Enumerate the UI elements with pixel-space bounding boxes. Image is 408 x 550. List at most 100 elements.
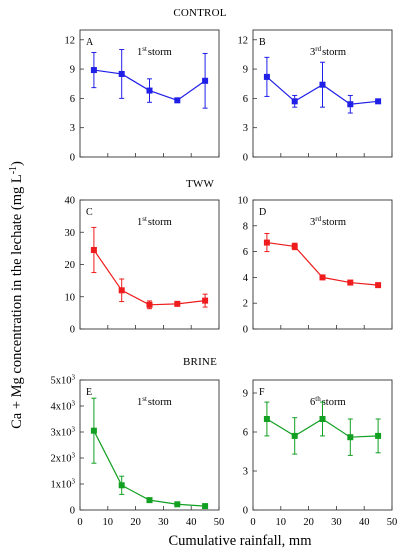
panel-letter: D <box>259 207 266 218</box>
y-tick-label-text: 6 <box>243 247 248 258</box>
y-tick-label: 2 <box>243 299 248 310</box>
data-point <box>375 282 382 289</box>
storm-ordinal: st <box>142 395 147 403</box>
x-tick-label: 10 <box>276 517 287 528</box>
y-tick-label-text: 0 <box>243 153 248 164</box>
y-tick-label-text: 0 <box>70 506 75 517</box>
y-tick-label-text: 5x10 <box>51 376 72 387</box>
y-tick-label: 4x103 <box>51 400 76 413</box>
storm-word: storm <box>322 47 346 58</box>
y-tick-label: 0 <box>243 325 248 336</box>
y-tick-label: 6 <box>243 428 248 439</box>
y-tick-label-text: 10 <box>238 196 249 207</box>
y-tick-label-text: 12 <box>238 35 249 46</box>
data-point <box>291 243 298 250</box>
data-point <box>90 427 97 434</box>
data-point <box>347 279 354 286</box>
section-title-tww: TWW <box>186 178 215 190</box>
storm-word: storm <box>322 217 346 228</box>
storm-number: 6 <box>310 397 315 408</box>
y-tick-label-text: 3x10 <box>51 428 72 439</box>
data-point <box>118 287 125 294</box>
data-point <box>202 503 209 510</box>
y-tick-label-text: 2 <box>243 299 248 310</box>
y-tick-label-text: 6 <box>243 428 248 439</box>
y-tick-label-text: 9 <box>70 65 75 76</box>
data-point <box>174 97 181 104</box>
panel-letter: A <box>86 37 94 48</box>
storm-ordinal: st <box>142 215 147 223</box>
data-point <box>174 300 181 307</box>
y-tick-label-text: 0 <box>243 506 248 517</box>
y-tick-label: 12 <box>65 35 76 46</box>
y-tick-label: 9 <box>70 65 75 76</box>
x-tick-label: 40 <box>186 517 197 528</box>
storm-number: 1 <box>137 47 142 58</box>
y-tick-label: 0 <box>70 506 75 517</box>
y-tick-label-text: 30 <box>65 228 76 239</box>
y-tick-label: 8 <box>243 221 248 232</box>
x-tick-label: 50 <box>387 517 398 528</box>
x-tick-label: 20 <box>130 517 141 528</box>
y-tick-label: 40 <box>65 196 76 207</box>
storm-number: 1 <box>137 217 142 228</box>
panel-a: 0 3 6 9 12 A 1ststorm <box>65 29 220 164</box>
data-point <box>90 246 97 253</box>
plot-frame <box>252 29 393 158</box>
x-tick-label: 20 <box>303 517 314 528</box>
panel-letter: C <box>86 207 93 218</box>
storm-label: 1ststorm <box>137 45 172 58</box>
y-tick-label: 6 <box>70 94 75 105</box>
data-point <box>146 301 153 308</box>
y-tick-label-text: 1x10 <box>51 480 72 491</box>
y-tick-label-sup: 3 <box>72 374 76 382</box>
data-point <box>319 274 326 281</box>
section-title-control: CONTROL <box>173 7 226 19</box>
data-point <box>202 297 209 304</box>
y-tick-label: 6 <box>243 247 248 258</box>
y-tick-label-text: 9 <box>243 389 248 400</box>
panel-c: 0 10 20 30 40 C 1ststorm <box>65 196 220 336</box>
y-tick-label: 0 <box>70 325 75 336</box>
y-tick-label-text: 4x10 <box>51 402 72 413</box>
y-tick-label-sup: 3 <box>72 400 76 408</box>
y-tick-label-text: 3 <box>243 467 248 478</box>
storm-label: 3rdstorm <box>310 45 346 58</box>
y-tick-label: 10 <box>238 196 249 207</box>
y-tick-label: 3 <box>243 467 248 478</box>
y-tick-label: 30 <box>65 228 76 239</box>
x-tick-label: 30 <box>158 517 169 528</box>
series-line <box>93 249 206 306</box>
y-tick-label-text: 10 <box>65 292 76 303</box>
x-tick-label: 0 <box>77 517 82 528</box>
y-tick-label: 3 <box>243 123 248 134</box>
storm-label: 1ststorm <box>137 215 172 228</box>
storm-number: 3 <box>310 47 315 58</box>
storm-number: 3 <box>310 217 315 228</box>
y-tick-label-text: 6 <box>243 94 248 105</box>
y-tick-label-text: 40 <box>65 196 76 207</box>
y-tick-label: 9 <box>243 389 248 400</box>
x-axis-label: Cumulative rainfall, mm <box>169 533 313 549</box>
x-tick-label: 40 <box>359 517 370 528</box>
x-tick-label: 10 <box>103 517 114 528</box>
y-tick-label: 0 <box>243 153 248 164</box>
x-tick-label: 50 <box>214 517 225 528</box>
storm-label: 6thstorm <box>310 395 346 408</box>
data-point <box>202 77 209 84</box>
y-tick-label: 3x103 <box>51 426 76 439</box>
y-tick-label-text: 3 <box>70 123 75 134</box>
data-point <box>263 416 270 422</box>
data-point <box>146 87 153 94</box>
data-point <box>375 98 382 105</box>
panel-letter: B <box>259 37 266 48</box>
y-tick-label-text: 3 <box>243 123 248 134</box>
storm-word: storm <box>322 397 346 408</box>
y-tick-label: 20 <box>65 260 76 271</box>
y-tick-label: 2x103 <box>51 452 76 465</box>
data-point <box>146 497 153 504</box>
